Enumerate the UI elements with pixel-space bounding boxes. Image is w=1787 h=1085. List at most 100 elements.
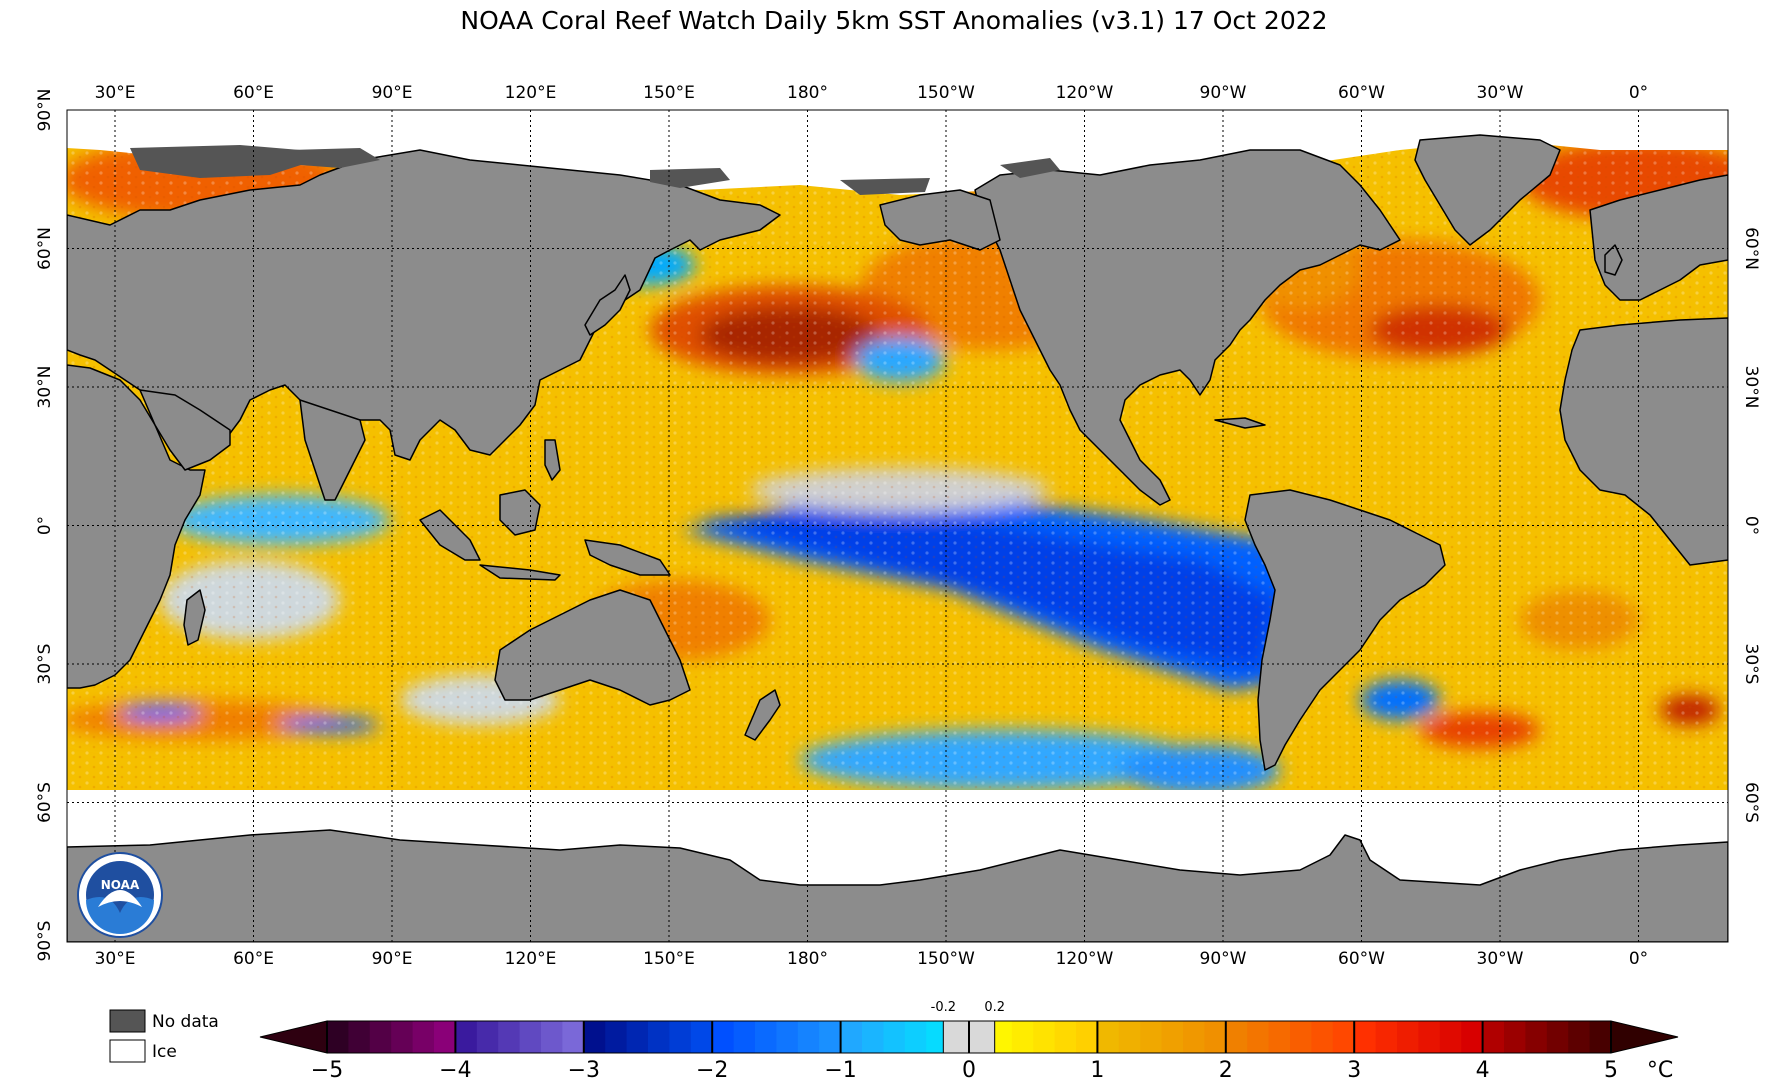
land-new-guinea: [584, 539, 671, 576]
colorbar-swatch: [1076, 1021, 1098, 1053]
latitude-label-left: 60°N: [35, 227, 55, 270]
land-sumatra: [419, 509, 481, 561]
colorbar-tick-label: 1: [1090, 1058, 1104, 1083]
latitude-label-left: 90°S: [35, 921, 55, 962]
map-title: NOAA Coral Reef Watch Daily 5km SST Anom…: [460, 6, 1327, 35]
longitude-label-top: 150°E: [643, 83, 695, 103]
longitude-label-bottom: 60°E: [233, 949, 274, 969]
colorbar-swatch: [1183, 1021, 1205, 1053]
colorbar-swatch: [562, 1021, 585, 1053]
longitude-label-bottom: 0°: [1629, 949, 1648, 969]
colorbar-tick-label: 3: [1347, 1058, 1361, 1083]
latitude-label-right: 30°N: [1741, 366, 1761, 409]
colorbar-swatch: [455, 1021, 478, 1053]
colorbar-swatch: [498, 1021, 521, 1053]
longitude-label-bottom: 60°W: [1338, 949, 1385, 969]
colorbar-swatch: [1354, 1021, 1377, 1053]
latitude-label-left: 90°N: [35, 89, 55, 132]
colorbar-swatch: [1568, 1021, 1591, 1053]
colorbar-swatch: [797, 1021, 820, 1053]
colorbar-swatch: [1418, 1021, 1441, 1053]
colorbar-swatch: [348, 1021, 371, 1053]
land-japan: [584, 274, 631, 336]
colorbar-swatch: [1054, 1021, 1077, 1053]
land-north-africa: [1559, 317, 1728, 566]
latitude-labels-right: 60°N 30°N 0° 30°S 60°S: [1741, 227, 1761, 823]
map-area: [67, 110, 1728, 942]
noaa-logo: NOAA: [77, 852, 163, 938]
colorbar-swatch: [519, 1021, 542, 1053]
colorbar-swatch: [1311, 1021, 1334, 1053]
colorbar-tick-label: 4: [1476, 1058, 1490, 1083]
legend-ice-label: Ice: [152, 1042, 177, 1062]
map-frame: [66, 109, 1729, 943]
colorbar-tick-label: −1: [824, 1058, 856, 1083]
colorbar-swatch: [1097, 1021, 1120, 1053]
land-madagascar: [183, 589, 206, 646]
land-java: [479, 564, 561, 581]
colorbar-swatch: [1546, 1021, 1569, 1053]
legend-ice-swatch: [109, 1039, 146, 1063]
colorbar-swatch: [605, 1021, 628, 1053]
colorbar-swatch: [776, 1021, 799, 1053]
longitude-label-top: 120°W: [1056, 83, 1114, 103]
longitude-label-bottom: 30°W: [1477, 949, 1524, 969]
colorbar-swatch: [476, 1021, 499, 1053]
longitude-label-top: 180°: [787, 83, 828, 103]
colorbar-swatch: [733, 1021, 756, 1053]
latitude-label-right: 60°N: [1741, 227, 1761, 270]
colorbar-swatch: [1397, 1021, 1419, 1053]
colorbar-swatch: [1525, 1021, 1548, 1053]
colorbar-tick-label: −5: [311, 1058, 343, 1083]
land-north-america: [974, 149, 1401, 506]
land-greenland: [1414, 134, 1561, 246]
colorbar-swatch: [648, 1021, 670, 1053]
longitude-label-bottom: 90°W: [1200, 949, 1247, 969]
colorbar-tick-label: −4: [439, 1058, 471, 1083]
land-south-america: [1244, 489, 1446, 771]
noaa-logo-text: NOAA: [101, 878, 140, 892]
colorbar-swatch: [1589, 1021, 1612, 1053]
colorbar-swatch: [1375, 1021, 1398, 1053]
legend: No data Ice: [109, 1009, 219, 1063]
colorbar-swatch: [690, 1021, 713, 1053]
land-philippines: [544, 439, 561, 481]
longitude-label-top: 120°E: [505, 83, 557, 103]
latitude-labels-left: 90°N 60°N 30°N 0° 30°S 60°S 90°S: [35, 89, 55, 962]
longitude-label-bottom: 90°E: [372, 949, 413, 969]
land-new-zealand: [744, 689, 781, 741]
colorbar-swatch: [1504, 1021, 1526, 1053]
colorbar-tick-label: −3: [568, 1058, 600, 1083]
colorbar-swatch: [819, 1021, 842, 1053]
latitude-label-right: 60°S: [1741, 782, 1761, 823]
longitude-label-bottom: 30°E: [95, 949, 136, 969]
colorbar-swatch: [1140, 1021, 1163, 1053]
latitude-label-left: 0°: [35, 516, 55, 535]
colorbar-swatch: [840, 1021, 863, 1053]
land-cuba: [1214, 417, 1266, 429]
longitude-label-bottom: 150°E: [643, 949, 695, 969]
colorbar-swatch: [669, 1021, 692, 1053]
longitude-label-bottom: 180°: [787, 949, 828, 969]
colorbar-swatch: [755, 1021, 777, 1053]
land-europe: [1589, 174, 1728, 301]
legend-no-data-label: No data: [152, 1012, 219, 1032]
longitude-label-top: 60°W: [1338, 83, 1385, 103]
colorbar-tick-label: 5: [1604, 1058, 1618, 1083]
colorbar-tick-label: 0: [962, 1058, 976, 1083]
longitude-label-top: 0°: [1629, 83, 1648, 103]
latitude-label-left: 60°S: [35, 782, 55, 823]
legend-no-data-swatch: [109, 1009, 146, 1033]
colorbar-swatch: [1439, 1021, 1462, 1053]
longitude-labels-top: 30°E 60°E 90°E 120°E 150°E 180° 150°W 120°W 90°W…: [95, 83, 1649, 103]
colorbar-swatch: [369, 1021, 392, 1053]
colorbar-swatch: [1247, 1021, 1270, 1053]
colorbar-swatch: [1118, 1021, 1141, 1053]
latitude-label-right: 0°: [1741, 516, 1761, 535]
colorbar-swatch: [1204, 1021, 1227, 1053]
colorbar-swatch: [583, 1021, 606, 1053]
land-antarctica: [67, 829, 1728, 942]
longitude-label-top: 150°W: [917, 83, 975, 103]
